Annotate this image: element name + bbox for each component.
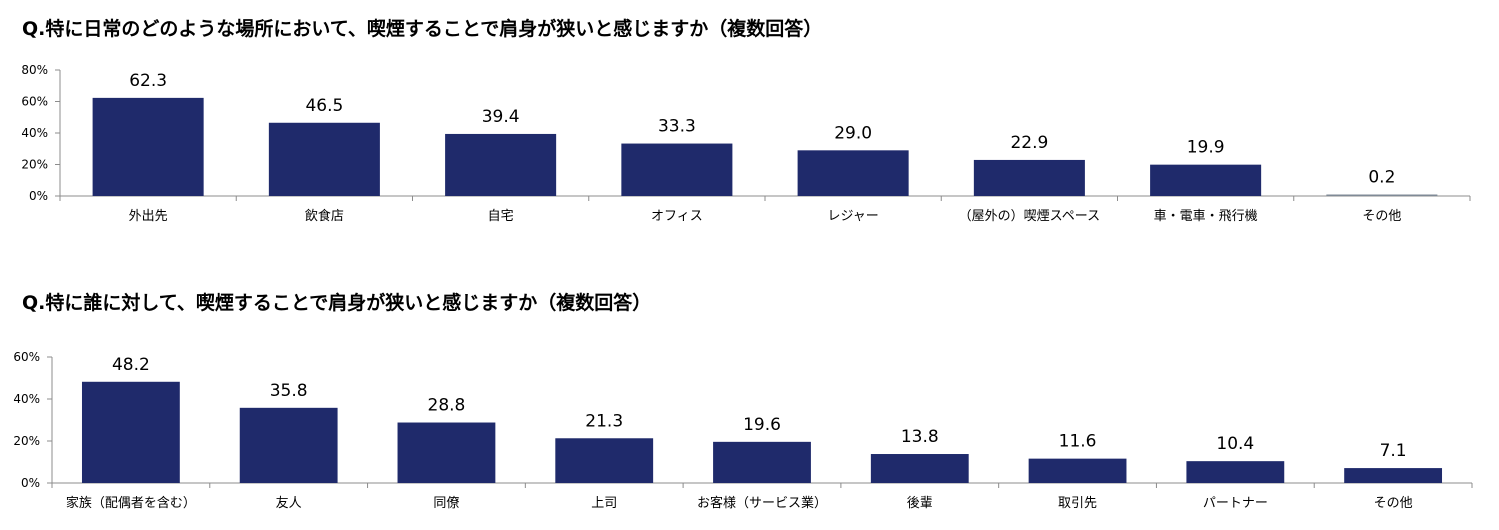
chart-2-y-tick-label: 40% <box>13 392 40 406</box>
chart-1-category-label: 自宅 <box>488 209 514 224</box>
chart-1-category-label: オフィス <box>651 209 703 224</box>
chart-2-value-label: 11.6 <box>1059 432 1097 452</box>
chart-2-bar <box>870 454 969 483</box>
chart-1-category-label: 車・電車・飛行機 <box>1154 209 1258 224</box>
chart-2-category-label: パートナー <box>1203 496 1268 511</box>
chart-1-bar <box>621 143 733 196</box>
chart-1-value-label: 33.3 <box>658 117 696 137</box>
chart-2-value-label: 35.8 <box>270 381 308 401</box>
chart-1-value-label: 19.9 <box>1187 138 1225 158</box>
chart-2-category-label: 家族（配偶者を含む） <box>66 495 196 511</box>
chart-1-plot: 0% 20% 40% 60% 80% 62.3 外出先 46.5 飲食店 39.4 自宅 33.3 オフ… <box>21 63 1471 224</box>
chart-1-title: Q.特に日常のどのような場所において、喫煙することで肩身が狭いと感じますか（複数… <box>22 18 823 40</box>
chart-2-y-tick-label: 0% <box>21 476 40 490</box>
chart-2-value-label: 7.1 <box>1380 441 1407 461</box>
chart-2-value-label: 10.4 <box>1216 434 1254 454</box>
chart-2-value-label: 19.6 <box>743 415 781 435</box>
chart-1-value-label: 39.4 <box>482 107 520 127</box>
chart-2-value-label: 13.8 <box>901 427 939 447</box>
chart-1-category-label: 飲食店 <box>305 208 344 224</box>
chart-1-bar <box>268 122 380 196</box>
chart-1-bar <box>1326 194 1438 196</box>
chart-1-bar <box>797 150 909 196</box>
chart-1-category-label: （屋外の）喫煙スペース <box>959 209 1100 224</box>
chart-2-value-label: 48.2 <box>112 355 150 375</box>
chart-1-value-label: 29.0 <box>834 123 872 143</box>
chart-2-value-label: 28.8 <box>428 396 466 416</box>
chart-1-value-label: 0.2 <box>1368 168 1395 188</box>
chart-2-bar <box>1028 458 1127 483</box>
chart-1-category-label: 外出先 <box>129 209 168 224</box>
chart-1-value-label: 46.5 <box>305 96 343 116</box>
chart-2-title: Q.特に誰に対して、喫煙することで肩身が狭いと感じますか（複数回答） <box>22 292 652 314</box>
chart-1-category-label: その他 <box>1362 209 1401 224</box>
chart-2-value-label: 21.3 <box>585 411 623 431</box>
chart-1-bar <box>92 97 204 196</box>
chart-1-y-tick-label: 80% <box>21 63 48 77</box>
chart-2-bar <box>1344 468 1443 483</box>
chart-2-category-label: 上司 <box>591 496 617 511</box>
chart-2-category-label: 後輩 <box>907 496 933 511</box>
chart-2-bar <box>239 407 338 483</box>
chart-2-y-tick-label: 20% <box>13 434 40 448</box>
chart-1-value-label: 62.3 <box>129 71 167 91</box>
chart-1-value-label: 22.9 <box>1010 133 1048 153</box>
chart-1-bar <box>973 159 1085 196</box>
chart-2-bar <box>81 381 180 483</box>
chart-2-bar <box>1186 461 1285 483</box>
chart-2-category-label: 同僚 <box>433 496 459 511</box>
chart-2-category-label: 取引先 <box>1058 496 1097 511</box>
chart-1-y-tick-label: 40% <box>21 126 48 140</box>
chart-2-y-tick-label: 60% <box>13 350 40 364</box>
chart-1-y-tick-label: 0% <box>29 189 48 203</box>
chart-1-y-tick-label: 20% <box>21 158 48 172</box>
chart-1-bar <box>445 133 557 196</box>
chart-1-bar <box>1150 164 1262 196</box>
chart-2-category-label: お客様（サービス業） <box>697 495 827 511</box>
chart-2-bar <box>713 441 811 483</box>
chart-1-category-label: レジャー <box>827 209 878 224</box>
chart-2-category-label: 友人 <box>276 495 302 511</box>
chart-2-category-label: その他 <box>1374 496 1413 511</box>
chart-2-bar <box>555 438 654 483</box>
chart-2-bar <box>397 422 496 483</box>
chart-1-y-tick-label: 60% <box>21 95 48 109</box>
